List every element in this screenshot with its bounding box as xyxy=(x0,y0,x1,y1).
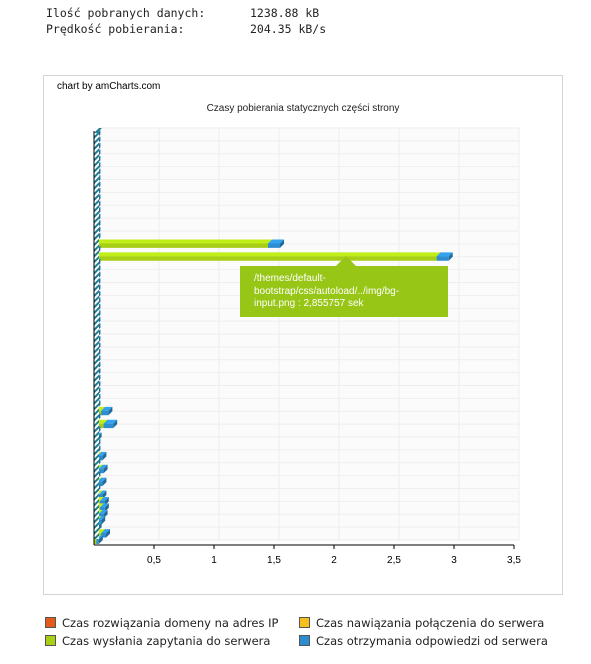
bar-segment xyxy=(98,468,104,474)
legend-swatch-connect xyxy=(299,617,310,628)
chart-title: Czasy pobierania statycznych części stro… xyxy=(206,103,400,114)
legend-item-connect[interactable]: Czas nawiązania połączenia do serwera xyxy=(299,616,544,630)
bar-segment xyxy=(436,256,449,261)
bar-segment xyxy=(94,256,437,261)
bar-top-face xyxy=(97,451,107,456)
bar-segment xyxy=(101,533,106,538)
bar-top-face xyxy=(94,239,272,244)
bar-top-face xyxy=(98,509,108,514)
bar-side-face xyxy=(102,490,107,499)
speed-label: Prędkość pobierania: xyxy=(46,22,185,36)
legend-swatch-dns xyxy=(45,617,56,628)
bar-side-face xyxy=(102,451,107,461)
bar-segment xyxy=(94,243,268,248)
x-tick-label: 3 xyxy=(451,555,457,566)
bar-side-face xyxy=(103,509,108,519)
axis-column xyxy=(94,133,99,539)
bar-top-face xyxy=(100,496,109,501)
bar-segment xyxy=(100,507,105,512)
x-tick-label: 0,5 xyxy=(147,555,161,566)
downloaded-label: Ilość pobranych danych: xyxy=(46,6,206,20)
chart-credit-link[interactable]: chart by amCharts.com xyxy=(57,81,161,92)
legend-item-dns[interactable]: Czas rozwiązania domeny na adres IP xyxy=(45,616,278,630)
bar-chart: 0,5 1 1,5 2 2,5 3 3,5 xyxy=(93,127,521,566)
bar-segment xyxy=(98,513,104,519)
bar-side-face xyxy=(280,239,284,248)
legend-item-response[interactable]: Czas otrzymania odpowiedzi od serwera xyxy=(299,634,548,648)
bar-side-face xyxy=(104,503,109,512)
legend-swatch-response xyxy=(299,635,310,646)
bar-segment xyxy=(103,423,114,429)
legend-label-dns: Czas rozwiązania domeny na adres IP xyxy=(62,616,279,630)
bar-side-face xyxy=(113,419,118,429)
legend-label-connect: Czas nawiązania połączenia do serwera xyxy=(316,616,545,630)
bar-side-face xyxy=(101,516,106,525)
bar-top-face xyxy=(98,464,108,469)
legend-item-request[interactable]: Czas wysłania zapytania do serwera xyxy=(45,634,270,648)
chart-container[interactable]: 0,5 1 1,5 2 2,5 3 3,5 chart by amCharts.com Cz… xyxy=(43,75,563,595)
speed-value: 204.35 kB/s xyxy=(250,22,327,36)
downloaded-row: Ilość pobranych danych: 1238.88 kB xyxy=(46,5,406,21)
bar-side-face xyxy=(108,406,113,416)
x-tick-label: 3,5 xyxy=(507,555,521,566)
bar-segment xyxy=(101,410,109,416)
bar-top-face xyxy=(268,239,284,244)
bar-top-face xyxy=(436,252,453,257)
bar-segment xyxy=(94,539,97,544)
bar-top-face xyxy=(100,503,109,508)
x-tick-label: 1,5 xyxy=(267,555,281,566)
bar-top-face xyxy=(103,419,118,424)
x-tick-label: 2,5 xyxy=(387,555,401,566)
legend-label-response: Czas otrzymania odpowiedzi od serwera xyxy=(316,634,548,648)
bar-segment xyxy=(97,520,102,525)
bar-segment xyxy=(268,243,280,248)
bar-side-face xyxy=(448,252,453,261)
speed-row: Prędkość pobierania: 204.35 kB/s xyxy=(46,21,406,37)
bar-side-face xyxy=(103,464,108,474)
legend-swatch-request xyxy=(45,635,56,646)
bar-top-face xyxy=(97,516,106,521)
bar-side-face xyxy=(106,529,110,538)
bar-top-face xyxy=(101,529,110,534)
x-tick-label: 1 xyxy=(211,555,217,566)
bar-segment xyxy=(98,494,103,499)
bar-top-face xyxy=(94,252,441,257)
bar-side-face xyxy=(98,535,103,544)
x-tick-label: 2 xyxy=(331,555,337,566)
axis-column-top xyxy=(94,128,102,133)
legend-label-request: Czas wysłania zapytania do serwera xyxy=(62,634,271,648)
bar-segment xyxy=(97,481,103,487)
bar-side-face xyxy=(102,477,107,487)
bar-top-face xyxy=(101,406,113,411)
download-stats: Ilość pobranych danych: 1238.88 kB Prędk… xyxy=(46,5,406,37)
bar-side-face xyxy=(104,496,109,506)
bar-top-face xyxy=(97,477,107,482)
bar-top-face xyxy=(98,490,107,495)
chart-tooltip: /themes/default-bootstrap/css/autoload/.… xyxy=(240,256,448,317)
bar-segment xyxy=(96,539,99,544)
bar-segment xyxy=(100,500,105,506)
bar-segment xyxy=(97,455,103,461)
downloaded-value: 1238.88 kB xyxy=(250,6,320,20)
